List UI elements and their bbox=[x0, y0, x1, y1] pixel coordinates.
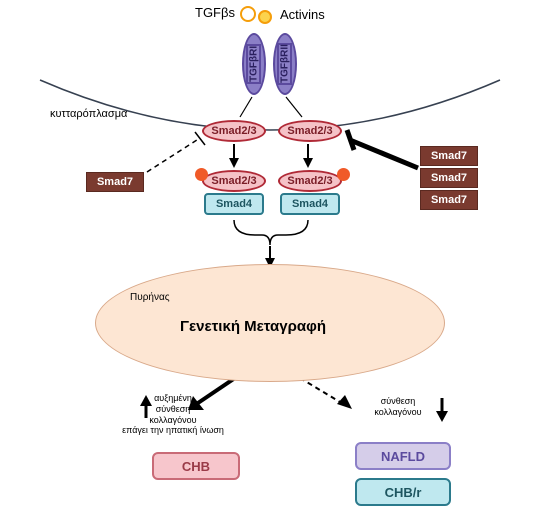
arrow-r1-to-smad bbox=[240, 97, 252, 117]
nucleus-label: Πυρήνας bbox=[130, 292, 170, 303]
inhibit-right-line bbox=[350, 140, 418, 168]
arrowhead-left-down bbox=[229, 158, 239, 168]
smad23-upper-right: Smad2/3 bbox=[278, 120, 342, 142]
down-arrowhead-right bbox=[436, 411, 448, 422]
cytoplasm-label: κυτταρόπλασμα bbox=[50, 108, 127, 120]
ol-line3: επάγει την ηπατική ίνωση bbox=[118, 425, 228, 436]
smad4-left: Smad4 bbox=[204, 193, 264, 215]
ol-line2: κολλαγόνου bbox=[118, 415, 228, 426]
smad7-right-1: Smad7 bbox=[420, 146, 478, 166]
chbr-label: CHB/r bbox=[385, 485, 422, 500]
smad7-left: Smad7 bbox=[86, 172, 144, 192]
inhibit-left-line bbox=[147, 138, 200, 172]
smad7-r1-label: Smad7 bbox=[431, 150, 467, 162]
smad23-ul-label: Smad2/3 bbox=[211, 125, 256, 137]
nafld-label: NAFLD bbox=[381, 449, 425, 464]
ol-line0: αυξημένη bbox=[118, 393, 228, 404]
arrowhead-right-down bbox=[303, 158, 313, 168]
chb-label: CHB bbox=[182, 459, 210, 474]
smad23-upper-left: Smad2/3 bbox=[202, 120, 266, 142]
smad7-r2-label: Smad7 bbox=[431, 172, 467, 184]
smad23-lower-left: Smad2/3 bbox=[202, 170, 266, 192]
or-line0: σύνθεση bbox=[363, 396, 433, 407]
transcription-label: Γενετική Μεταγραφή bbox=[180, 318, 326, 335]
ol-line1: σύνθεση bbox=[118, 404, 228, 415]
arrow-out-right bbox=[300, 378, 345, 405]
chb-box: CHB bbox=[152, 452, 240, 480]
diagram-svg bbox=[0, 0, 554, 523]
smad7-left-label: Smad7 bbox=[97, 176, 133, 188]
brace bbox=[234, 220, 308, 245]
phospho-dot-left bbox=[195, 168, 208, 181]
smad23-ur-label: Smad2/3 bbox=[287, 125, 332, 137]
smad23-ll-label: Smad2/3 bbox=[211, 175, 256, 187]
smad4-right: Smad4 bbox=[280, 193, 340, 215]
smad7-r3-label: Smad7 bbox=[431, 194, 467, 206]
smad4-left-label: Smad4 bbox=[216, 198, 252, 210]
phospho-dot-right bbox=[337, 168, 350, 181]
membrane-arc bbox=[40, 80, 500, 130]
smad23-lr-label: Smad2/3 bbox=[287, 175, 332, 187]
output-left-text: αυξημένη σύνθεση κολλαγόνου επάγει την η… bbox=[118, 393, 228, 436]
output-right-text: σύνθεση κολλαγόνου bbox=[363, 396, 433, 418]
arrowhead-out-right bbox=[337, 395, 352, 409]
smad7-right-2: Smad7 bbox=[420, 168, 478, 188]
smad23-lower-right: Smad2/3 bbox=[278, 170, 342, 192]
nafld-box: NAFLD bbox=[355, 442, 451, 470]
or-line1: κολλαγόνου bbox=[363, 407, 433, 418]
inhibit-right-bar bbox=[347, 130, 354, 150]
smad7-right-3: Smad7 bbox=[420, 190, 478, 210]
arrow-r2-to-smad bbox=[286, 97, 302, 117]
chbr-box: CHB/r bbox=[355, 478, 451, 506]
smad4-right-label: Smad4 bbox=[292, 198, 328, 210]
